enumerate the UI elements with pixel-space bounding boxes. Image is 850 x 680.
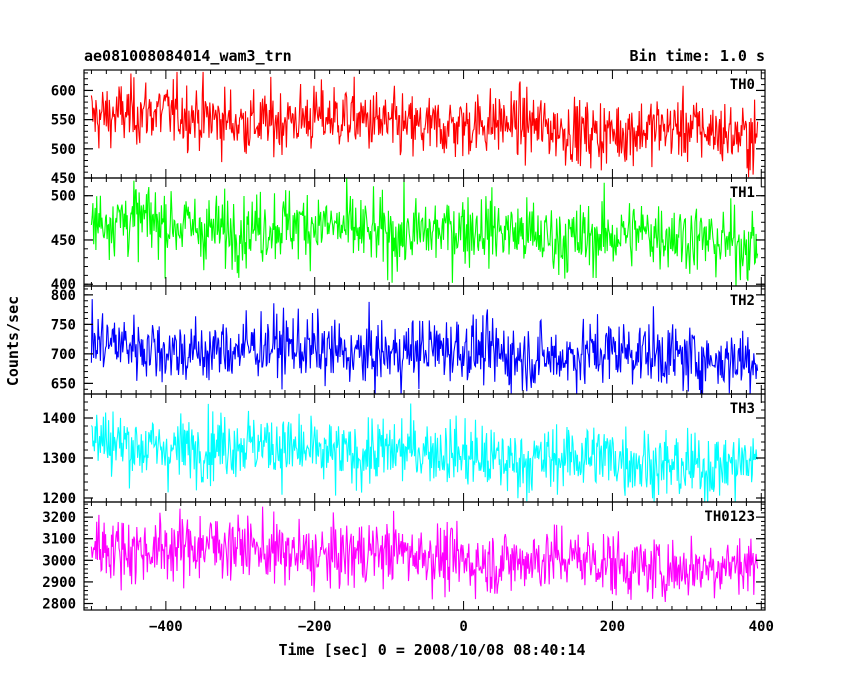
series-line-th0 [90,71,759,178]
y-tick-label: 1400 [42,411,76,427]
panel-th0123: 2800 2900 3000 3100 3200 TH0123 [42,501,766,613]
y-tick-label: 3100 [42,532,76,548]
y-tick-label: 650 [51,376,76,392]
series-line-th0123 [90,506,759,603]
series-line-th2 [90,299,759,394]
series-line-th3 [90,403,758,502]
panel-label-th3: TH3 [730,401,755,417]
x-axis: −400 −200 0 200 400 [149,619,774,635]
chart-title: ae081008084014_wam3_trn [84,47,292,65]
panel-label-th0123: TH0123 [704,509,755,525]
series-line-th1 [90,178,759,286]
y-tick-label: 2900 [42,575,76,591]
panel-th3: 1200 1300 1400 TH3 [42,393,766,507]
y-tick-label: 750 [51,317,76,333]
y-axis-label: Counts/sec [4,296,22,386]
y-tick-label: 550 [51,113,76,129]
bin-time-label: Bin time: 1.0 s [630,47,765,65]
x-tick-label: 200 [600,619,625,635]
panel-label-th0: TH0 [730,77,755,93]
y-tick-label: 450 [51,171,76,187]
panel-label-th2: TH2 [730,293,755,309]
y-tick-label: 1300 [42,451,76,467]
y-tick-label: 400 [51,277,76,293]
panels-group: 450 500 550 600 TH0 400 450 500 TH1 650 700 750 800 T… [42,69,766,613]
y-tick-label: 2800 [42,597,76,613]
x-tick-label: −400 [149,619,183,635]
y-tick-label: 500 [51,142,76,158]
x-axis-label: Time [sec] 0 = 2008/10/08 08:40:14 [278,641,585,659]
panel-th0: 450 500 550 600 TH0 [51,69,766,187]
x-tick-label: 400 [749,619,774,635]
y-tick-label: 800 [51,288,76,304]
x-tick-label: 0 [459,619,467,635]
panel-label-th1: TH1 [730,185,755,201]
y-tick-label: 700 [51,347,76,363]
y-tick-label: 500 [51,189,76,205]
panel-th1: 400 450 500 TH1 [51,177,766,293]
y-tick-label: 600 [51,83,76,99]
y-tick-label: 3000 [42,553,76,569]
panel-th2: 650 700 750 800 TH2 [51,285,766,395]
x-tick-label: −200 [298,619,332,635]
y-tick-label: 1200 [42,491,76,507]
y-tick-label: 450 [51,233,76,249]
y-tick-label: 3200 [42,510,76,526]
